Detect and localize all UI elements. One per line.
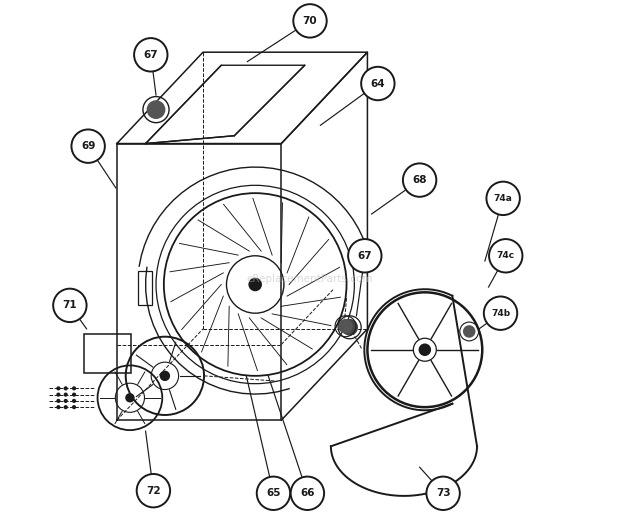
Text: 74b: 74b [491,309,510,318]
Circle shape [257,477,290,510]
Circle shape [463,325,476,338]
Circle shape [56,386,61,390]
Circle shape [338,319,353,334]
Circle shape [72,405,76,409]
Circle shape [418,343,431,356]
Circle shape [136,474,170,507]
Circle shape [56,405,61,409]
Text: 66: 66 [300,488,314,499]
Circle shape [72,393,76,397]
Text: 74c: 74c [497,251,515,260]
Circle shape [72,399,76,403]
Text: 67: 67 [143,50,158,60]
Circle shape [160,371,170,381]
Circle shape [489,239,523,272]
Circle shape [64,393,68,397]
Circle shape [71,129,105,163]
Text: 71: 71 [63,300,78,311]
Circle shape [427,477,460,510]
Circle shape [291,477,324,510]
Circle shape [72,386,76,390]
Circle shape [56,393,61,397]
Circle shape [342,319,358,336]
Text: 69: 69 [81,141,95,151]
Circle shape [64,399,68,403]
Circle shape [125,393,135,402]
Circle shape [53,289,87,322]
Circle shape [134,38,167,72]
Circle shape [484,296,517,330]
Circle shape [249,278,262,291]
Circle shape [64,386,68,390]
Circle shape [487,182,520,215]
Text: 68: 68 [412,175,427,185]
Circle shape [403,163,436,197]
Text: 74a: 74a [494,194,513,203]
Circle shape [56,399,61,403]
Text: 73: 73 [436,488,450,499]
Circle shape [348,239,381,272]
Circle shape [361,67,394,100]
Text: 67: 67 [358,251,372,261]
Text: eReplacementParts.com: eReplacementParts.com [247,274,373,284]
Circle shape [146,100,166,119]
Text: 65: 65 [266,488,281,499]
Text: 70: 70 [303,16,317,26]
Circle shape [293,4,327,38]
Text: 64: 64 [371,78,385,89]
Text: 72: 72 [146,485,161,496]
Circle shape [64,405,68,409]
